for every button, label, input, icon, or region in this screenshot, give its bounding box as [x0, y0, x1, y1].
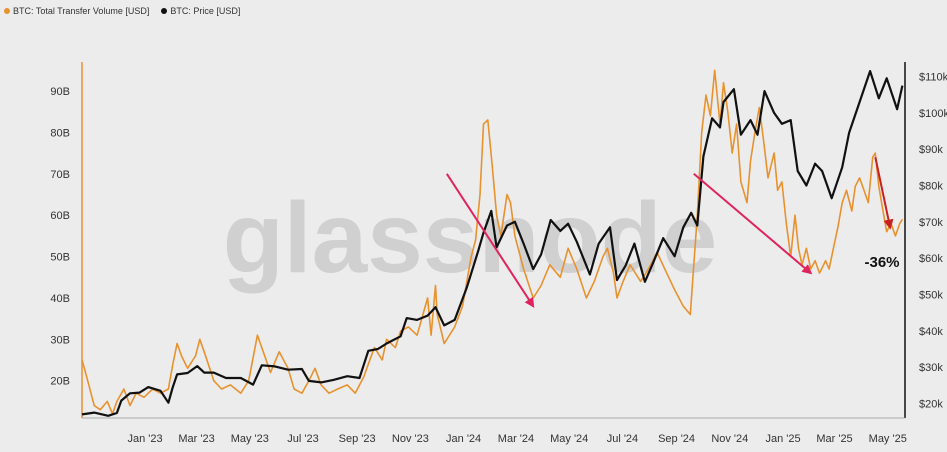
y-right-tick-label: $90k [919, 144, 943, 156]
x-tick-label: Jul '23 [287, 433, 318, 445]
y-left-tick-label: 80B [50, 127, 70, 139]
y-right-tick-label: $80k [919, 181, 943, 193]
axes: 20B 30B 40B 50B 60B 70B 80B 90B $20k $30k $40k $50k… [50, 62, 947, 445]
y-left-tick-label: 70B [50, 169, 70, 181]
y-left-tick-label: 20B [50, 376, 70, 388]
y-left-tick-label: 50B [50, 252, 70, 264]
y-left-tick-label: 40B [50, 293, 70, 305]
y-right-tick-label: $50k [919, 289, 943, 301]
y-left-tick-label: 90B [50, 86, 70, 98]
y-right-tick-label: $70k [919, 217, 943, 229]
x-tick-label: Jan '24 [446, 433, 481, 445]
x-tick-label: Sep '23 [339, 433, 376, 445]
legend-swatch-volume [4, 8, 10, 14]
legend-item-volume[interactable]: BTC: Total Transfer Volume [USD] [4, 6, 149, 16]
x-tick-label: Mar '23 [178, 433, 214, 445]
x-tick-label: Jan '25 [765, 433, 800, 445]
y-right-tick-label: $110k [919, 72, 947, 84]
x-tick-label: May '23 [231, 433, 269, 445]
legend-label-price: BTC: Price [USD] [170, 6, 241, 16]
y-right-tick-label: $100k [919, 108, 947, 120]
annotation-arrow [693, 173, 813, 275]
x-tick-label: May '25 [869, 433, 907, 445]
x-tick-label: Mar '24 [498, 433, 534, 445]
legend-swatch-price [161, 8, 168, 14]
y-right-tick-label: $30k [919, 362, 943, 374]
x-tick-label: Nov '24 [711, 433, 748, 445]
y-left-tick-label: 30B [50, 334, 70, 346]
series-line-price [81, 70, 904, 417]
legend-item-price[interactable]: BTC: Price [USD] [161, 6, 240, 16]
x-tick-label: Mar '25 [816, 433, 852, 445]
y-left-tick-label: 60B [50, 210, 70, 222]
x-tick-label: Nov '23 [392, 433, 429, 445]
annotation-arrow [874, 157, 894, 230]
legend-label-volume: BTC: Total Transfer Volume [USD] [13, 6, 150, 16]
x-tick-label: May '24 [550, 433, 588, 445]
x-tick-label: Jul '24 [607, 433, 638, 445]
chart-legend: BTC: Total Transfer Volume [USD] BTC: Pr… [4, 6, 240, 16]
x-tick-label: Sep '24 [658, 433, 695, 445]
annotation-arrows [445, 157, 894, 308]
y-right-tick-label: $20k [919, 398, 943, 410]
y-right-tick-label: $60k [919, 253, 943, 265]
x-tick-label: Jan '23 [127, 433, 162, 445]
annotation-label: -36% [864, 254, 899, 271]
annotation-arrow [445, 173, 535, 308]
y-right-tick-label: $40k [919, 326, 943, 338]
